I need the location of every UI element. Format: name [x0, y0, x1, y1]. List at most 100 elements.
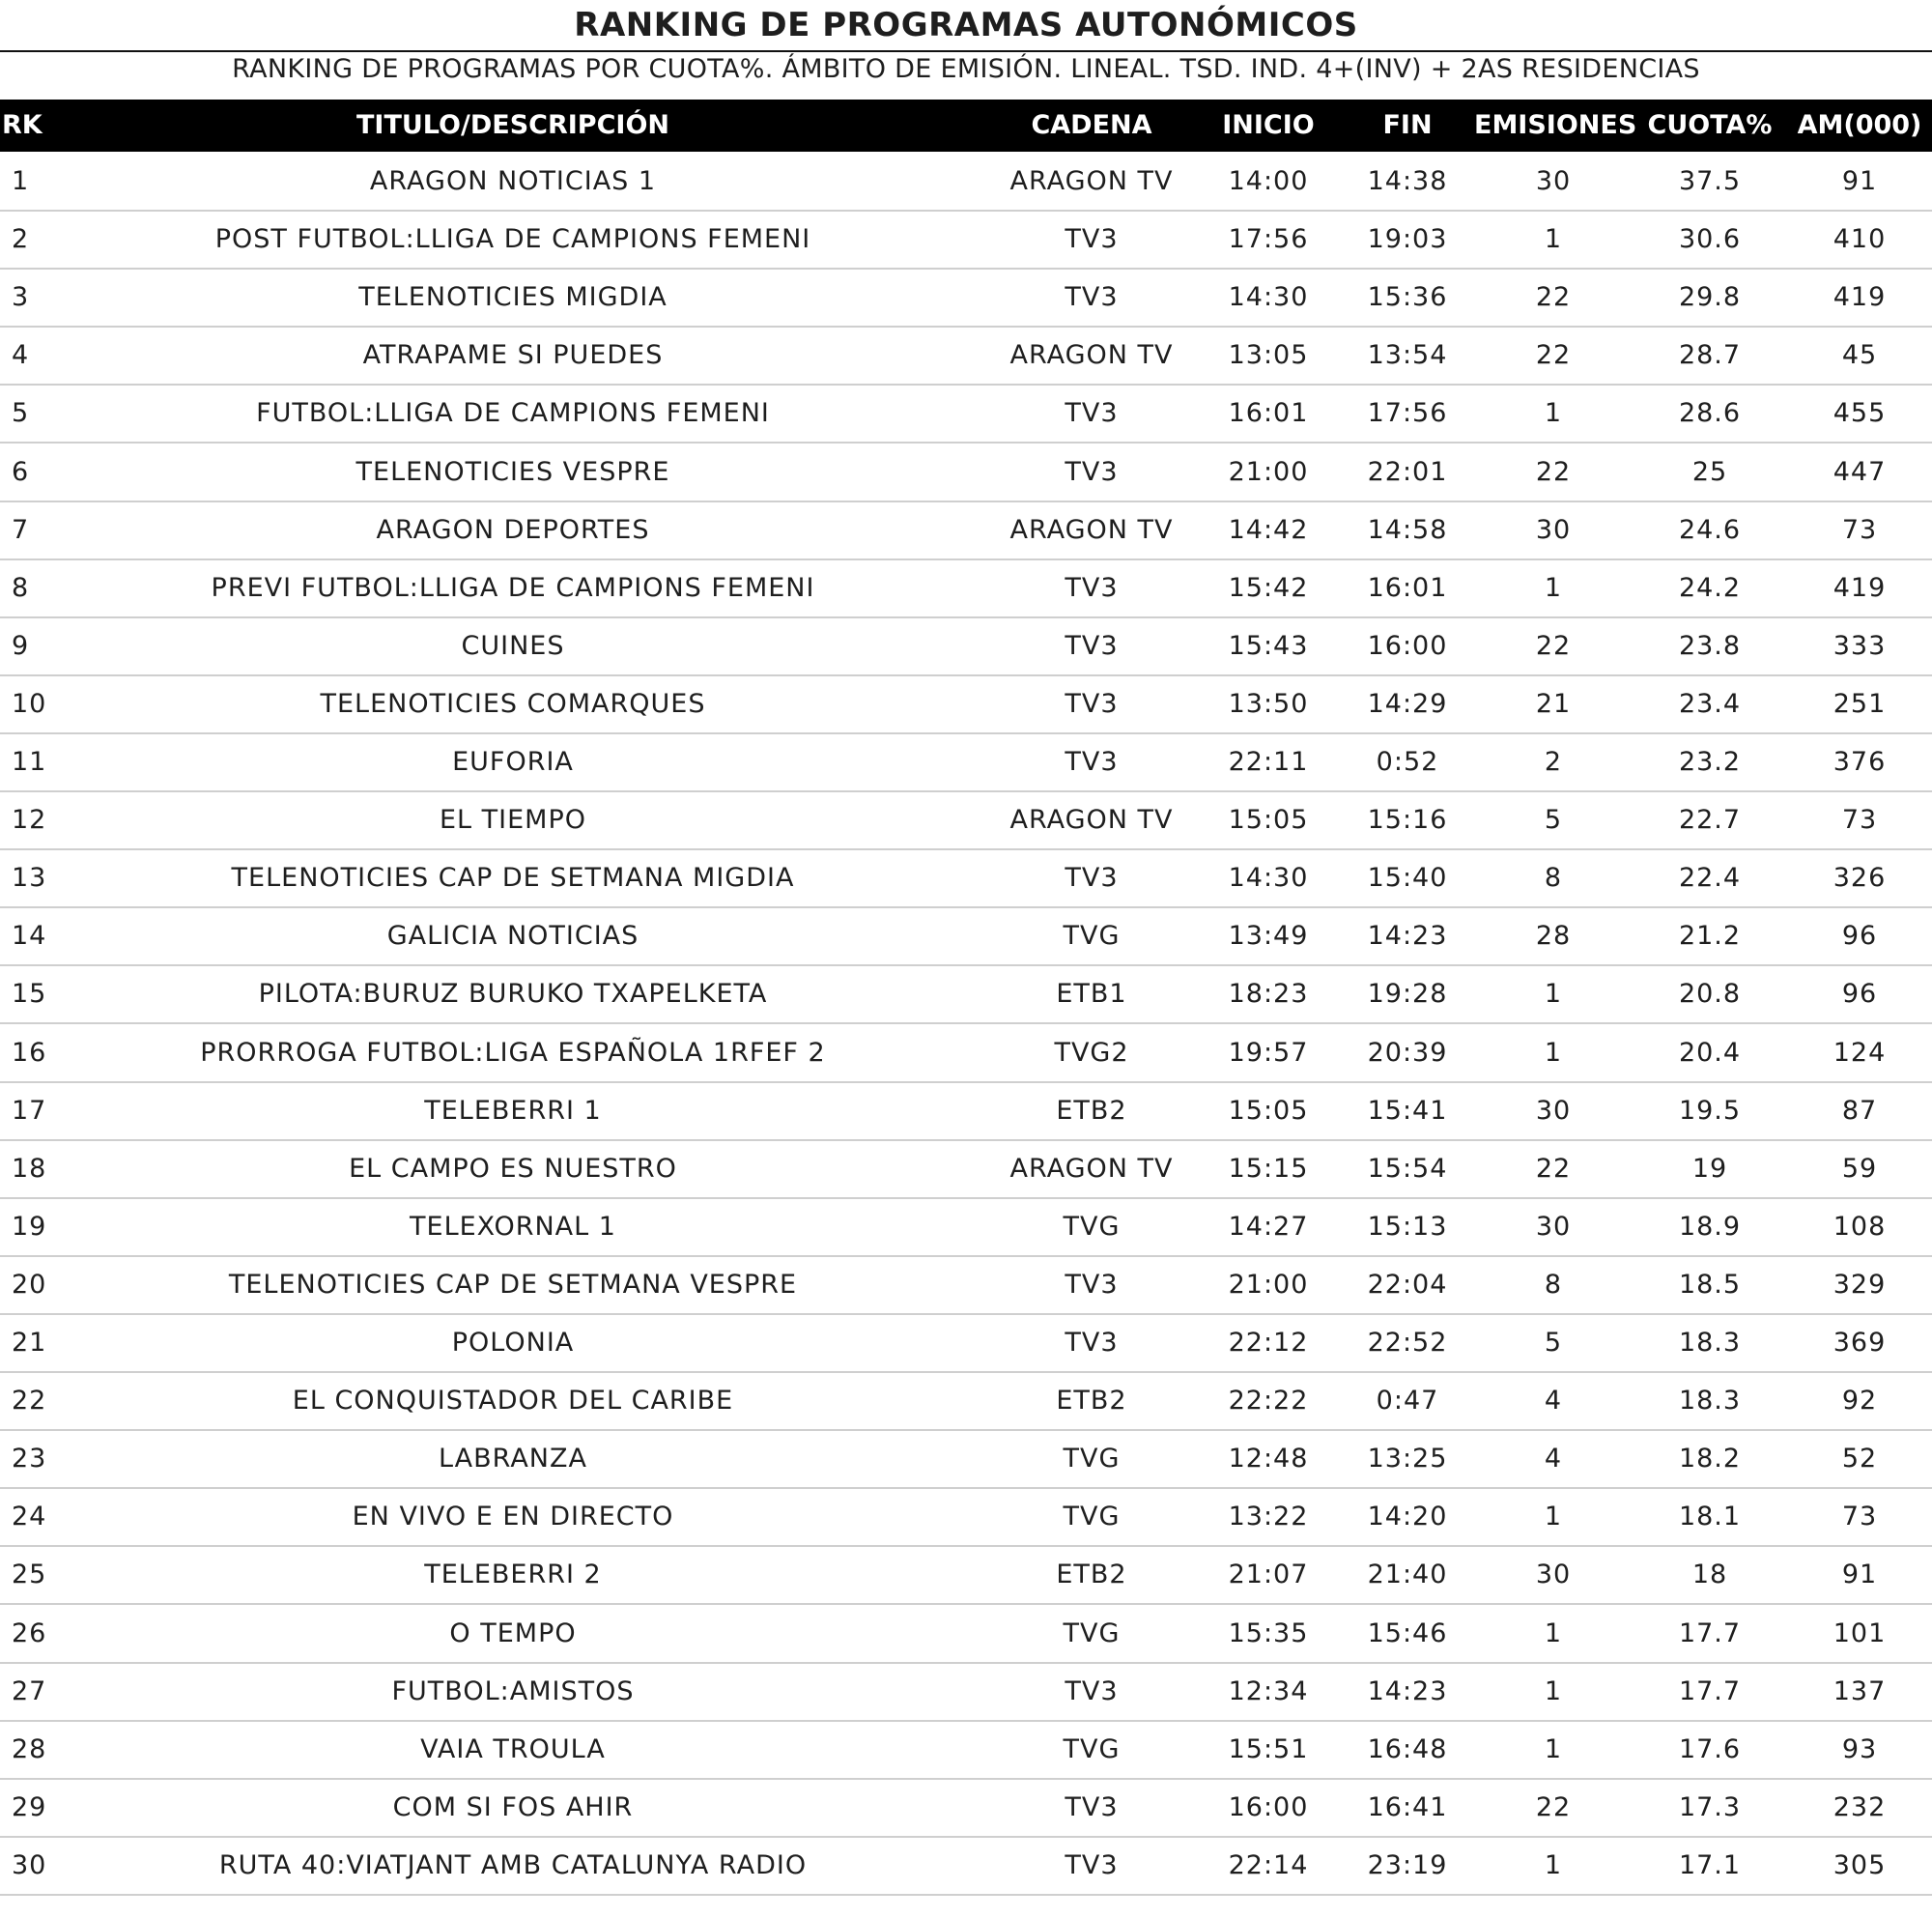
rank-cell: 16 — [12, 1037, 47, 1068]
channel-cell: TV3 — [1065, 863, 1119, 894]
row-separator — [0, 1487, 1932, 1490]
rank-cell: 1 — [12, 166, 30, 196]
channel-cell: ETB2 — [1056, 1386, 1127, 1417]
rank-cell: 28 — [12, 1733, 47, 1764]
end-cell: 16:41 — [1367, 1791, 1448, 1822]
end-cell: 16:48 — [1367, 1733, 1448, 1764]
title-cell: FUTBOL:LLIGA DE CAMPIONS FEMENI — [256, 398, 770, 429]
channel-cell: TVG — [1063, 1444, 1121, 1474]
rank-cell: 12 — [12, 805, 47, 836]
share-cell: 19 — [1691, 1153, 1728, 1184]
title-cell: GALICIA NOTICIAS — [386, 921, 639, 952]
title-cell: EL TIEMPO — [439, 805, 587, 836]
share-cell: 18.5 — [1678, 1269, 1742, 1300]
title-cell: POLONIA — [451, 1328, 575, 1358]
audience-cell: 447 — [1833, 456, 1887, 487]
rank-cell: 11 — [12, 747, 47, 777]
start-cell: 14:42 — [1228, 514, 1309, 545]
start-cell: 15:42 — [1228, 572, 1309, 603]
row-separator — [0, 1196, 1932, 1199]
start-cell: 13:05 — [1228, 340, 1309, 371]
share-cell: 17.7 — [1678, 1617, 1742, 1648]
title-cell: TELENOTICIES VESPRE — [355, 456, 670, 487]
audience-cell: 45 — [1841, 340, 1878, 371]
audience-cell: 91 — [1841, 1560, 1878, 1590]
rank-cell: 29 — [12, 1791, 47, 1822]
broadcasts-cell: 1 — [1544, 572, 1563, 603]
start-cell: 13:22 — [1228, 1502, 1309, 1532]
title-cell: CUINES — [461, 630, 565, 661]
row-separator — [0, 731, 1932, 734]
end-cell: 17:56 — [1367, 398, 1448, 429]
title-cell: FUTBOL:AMISTOS — [391, 1675, 635, 1706]
channel-cell: TVG2 — [1054, 1037, 1129, 1068]
audience-cell: 124 — [1833, 1037, 1887, 1068]
channel-cell: TVG — [1063, 921, 1121, 952]
row-separator — [0, 964, 1932, 967]
audience-cell: 108 — [1833, 1211, 1887, 1242]
broadcasts-cell: 5 — [1544, 805, 1563, 836]
share-cell: 18.3 — [1678, 1328, 1742, 1358]
end-cell: 15:41 — [1367, 1095, 1448, 1126]
broadcasts-cell: 22 — [1535, 1791, 1572, 1822]
share-cell: 17.6 — [1678, 1733, 1742, 1764]
row-separator — [0, 1777, 1932, 1780]
share-cell: 37.5 — [1678, 166, 1742, 196]
share-cell: 22.7 — [1678, 805, 1742, 836]
row-separator — [0, 442, 1932, 444]
channel-cell: TV3 — [1065, 1269, 1119, 1300]
start-cell: 14:00 — [1228, 166, 1309, 196]
rank-cell: 6 — [12, 456, 30, 487]
broadcasts-cell: 4 — [1544, 1444, 1563, 1474]
channel-cell: TV3 — [1065, 1791, 1119, 1822]
rank-cell: 27 — [12, 1675, 47, 1706]
broadcasts-cell: 1 — [1544, 1733, 1563, 1764]
broadcasts-cell: 22 — [1535, 1153, 1572, 1184]
row-separator — [0, 326, 1932, 329]
start-cell: 22:14 — [1228, 1849, 1309, 1880]
title-cell: VAIA TROULA — [420, 1733, 606, 1764]
broadcasts-cell: 1 — [1544, 1502, 1563, 1532]
rank-cell: 14 — [12, 921, 47, 952]
end-cell: 19:03 — [1367, 224, 1448, 255]
end-cell: 14:29 — [1367, 688, 1448, 719]
end-cell: 16:00 — [1367, 630, 1448, 661]
start-cell: 15:05 — [1228, 805, 1309, 836]
title-cell: O TEMPO — [449, 1617, 577, 1648]
broadcasts-cell: 1 — [1544, 979, 1563, 1010]
title-cell: TELEBERRI 1 — [424, 1095, 602, 1126]
subtitle: RANKING DE PROGRAMAS POR CUOTA%. ÁMBITO … — [232, 54, 1700, 84]
rank-cell: 22 — [12, 1386, 47, 1417]
row-separator — [0, 790, 1932, 792]
start-cell: 14:30 — [1228, 863, 1309, 894]
broadcasts-cell: 30 — [1535, 1560, 1572, 1590]
audience-cell: 73 — [1841, 1502, 1878, 1532]
rank-cell: 25 — [12, 1560, 47, 1590]
start-cell: 22:22 — [1228, 1386, 1309, 1417]
column-header: RK — [2, 110, 43, 140]
end-cell: 15:40 — [1367, 863, 1448, 894]
end-cell: 20:39 — [1367, 1037, 1448, 1068]
table-header: RK TITULO/DESCRIPCIÓN CADENA INICIO FIN EMISI… — [0, 100, 1932, 152]
start-cell: 13:49 — [1228, 921, 1309, 952]
audience-cell: 376 — [1833, 747, 1887, 777]
end-cell: 19:28 — [1367, 979, 1448, 1010]
audience-cell: 137 — [1833, 1675, 1887, 1706]
title-cell: PRORROGA FUTBOL:LIGA ESPAÑOLA 1RFEF 2 — [200, 1037, 826, 1068]
column-header: TITULO/DESCRIPCIÓN — [355, 110, 669, 140]
start-cell: 17:56 — [1228, 224, 1309, 255]
rank-cell: 17 — [12, 1095, 47, 1126]
audience-cell: 73 — [1841, 514, 1878, 545]
start-cell: 15:05 — [1228, 1095, 1309, 1126]
end-cell: 14:38 — [1367, 166, 1448, 196]
rank-cell: 8 — [12, 572, 30, 603]
channel-cell: ARAGON TV — [1009, 166, 1174, 196]
share-cell: 17.1 — [1678, 1849, 1742, 1880]
row-separator — [0, 1371, 1932, 1373]
share-cell: 18.2 — [1678, 1444, 1742, 1474]
row-separator — [0, 848, 1932, 851]
title-cell: COM SI FOS AHIR — [392, 1791, 634, 1822]
row-separator — [0, 1603, 1932, 1606]
broadcasts-cell: 22 — [1535, 282, 1572, 313]
